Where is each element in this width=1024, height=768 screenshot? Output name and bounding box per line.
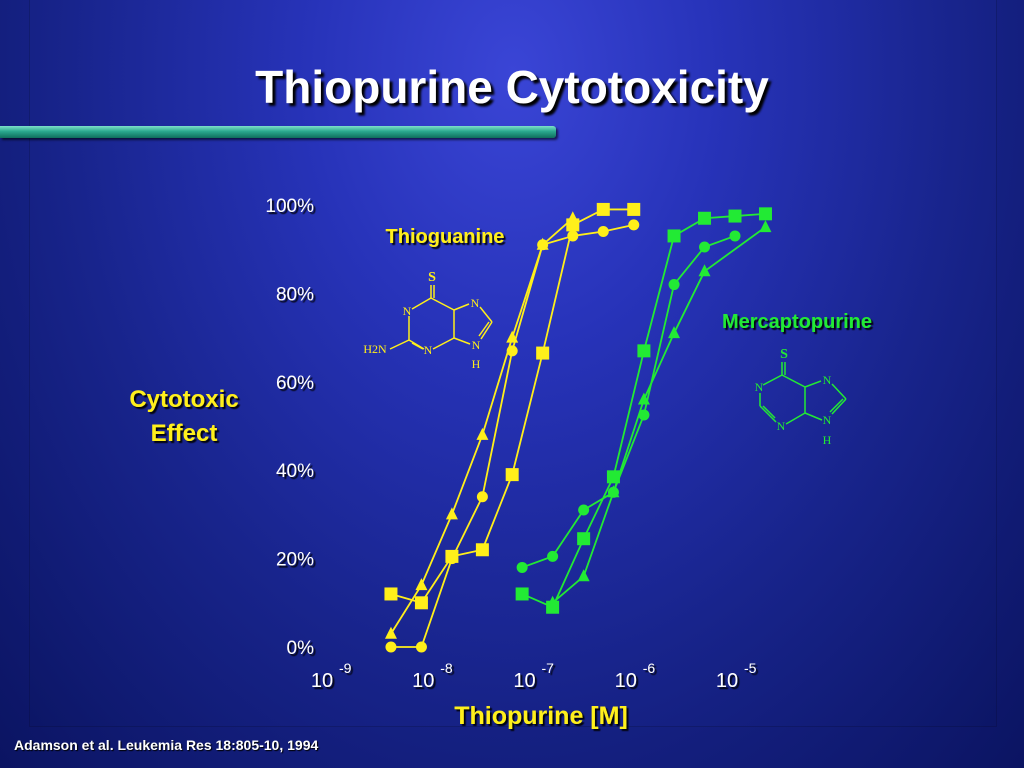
x-tick-exponent: -8 — [440, 660, 453, 676]
x-tick-label: 10 — [412, 670, 434, 692]
x-tick-label: 10 — [615, 670, 637, 692]
citation: Adamson et al. Leukemia Res 18:805-10, 1… — [14, 737, 319, 753]
series-line-thioguanine-circle — [390, 224, 634, 648]
data-point-thioguanine-square — [475, 543, 489, 557]
data-point-mercaptopurine-circle — [578, 504, 590, 516]
x-tick-exponent: -6 — [643, 660, 656, 676]
y-ticks: 0% 20% 40% 60% 80% 100% — [265, 196, 330, 659]
series-line-thioguanine-square — [390, 208, 634, 604]
mercaptopurine-n3: N — [777, 419, 786, 433]
y-tick-label: 20% — [276, 550, 314, 571]
data-point-thioguanine-square — [384, 587, 398, 601]
data-point-mercaptopurine-circle — [668, 279, 680, 291]
data-point-thioguanine-triangle — [445, 507, 458, 520]
mercaptopurine-n9-hydrogen: H — [823, 433, 832, 447]
slide-title: Thiopurine Cytotoxicity — [255, 61, 769, 113]
y-tick-label: 60% — [276, 373, 314, 394]
data-point-mercaptopurine-circle — [516, 561, 528, 573]
thioguanine-n9-hydrogen: H — [472, 357, 481, 371]
data-point-mercaptopurine-circle — [729, 230, 741, 242]
series-line-mercaptopurine-triangle — [552, 226, 767, 604]
mercaptopurine-n7: N — [823, 373, 832, 387]
x-tick-exponent: -7 — [542, 660, 555, 676]
data-point-mercaptopurine-square — [577, 532, 591, 546]
data-point-mercaptopurine-triangle — [698, 264, 711, 277]
data-point-thioguanine-circle — [476, 491, 488, 503]
x-tick-label: 10 — [513, 670, 535, 692]
thioguanine-n9: N — [472, 338, 481, 352]
y-axis-label-line2: Effect — [151, 420, 218, 447]
data-point-mercaptopurine-circle — [547, 550, 559, 562]
series-line-mercaptopurine-circle — [521, 235, 736, 569]
data-point-thioguanine-square — [414, 596, 428, 610]
data-point-mercaptopurine-triangle — [759, 220, 772, 233]
thioguanine-label: Thioguanine — [386, 226, 505, 248]
y-tick-label: 80% — [276, 284, 314, 305]
series-layer — [384, 202, 772, 653]
slide-frame — [30, 0, 996, 726]
mercaptopurine-n9: N — [823, 413, 832, 427]
title-underline — [0, 126, 556, 138]
data-point-thioguanine-circle — [385, 641, 397, 653]
thioguanine-structure — [389, 285, 493, 350]
x-ticks: 10 -9 10 -8 10 -7 10 -6 10 -5 — [311, 647, 797, 692]
data-point-thioguanine-circle — [415, 641, 427, 653]
y-axis-label-line1: Cytotoxic — [129, 386, 238, 413]
data-point-mercaptopurine-circle — [699, 241, 711, 253]
data-point-thioguanine-triangle — [566, 211, 579, 224]
data-point-mercaptopurine-square — [515, 587, 529, 601]
data-point-mercaptopurine-square — [728, 209, 742, 223]
y-tick-label: 100% — [265, 196, 314, 217]
data-point-thioguanine-circle — [628, 219, 640, 231]
data-point-thioguanine-triangle — [476, 427, 489, 440]
data-point-thioguanine-triangle — [506, 330, 519, 343]
mercaptopurine-structure — [759, 362, 847, 425]
thioguanine-sulfur: S — [428, 270, 436, 285]
mercaptopurine-sulfur: S — [780, 347, 788, 362]
data-point-thioguanine-square — [596, 202, 610, 216]
data-point-mercaptopurine-triangle — [668, 326, 681, 339]
thioguanine-n1: N — [403, 304, 412, 318]
data-point-mercaptopurine-circle — [638, 409, 650, 421]
data-point-thioguanine-triangle — [415, 578, 428, 591]
data-point-thioguanine-circle — [446, 553, 458, 565]
data-point-mercaptopurine-square — [698, 211, 712, 225]
data-point-thioguanine-circle — [597, 226, 609, 238]
data-point-thioguanine-triangle — [536, 237, 549, 250]
x-tick-exponent: -9 — [339, 660, 352, 676]
data-point-mercaptopurine-triangle — [577, 569, 590, 582]
data-point-thioguanine-circle — [567, 230, 579, 242]
y-tick-label: 0% — [287, 638, 315, 659]
data-point-mercaptopurine-square — [667, 229, 681, 243]
x-axis-label: Thiopurine [M] — [454, 702, 628, 730]
thioguanine-amine: H2N — [363, 342, 387, 356]
data-point-thioguanine-square — [627, 202, 641, 216]
data-point-thioguanine-square — [505, 468, 519, 482]
data-point-thioguanine-square — [536, 346, 550, 360]
mercaptopurine-n1: N — [755, 380, 764, 394]
data-point-mercaptopurine-triangle — [607, 485, 620, 498]
x-tick-exponent: -5 — [744, 660, 757, 676]
series-line-thioguanine-triangle — [390, 217, 574, 635]
data-point-mercaptopurine-square — [758, 207, 772, 221]
x-tick-label: 10 — [311, 670, 333, 692]
mercaptopurine-label: Mercaptopurine — [722, 311, 872, 333]
thioguanine-n3: N — [424, 343, 433, 357]
thioguanine-n7: N — [471, 296, 480, 310]
data-point-mercaptopurine-square — [637, 344, 651, 358]
y-tick-label: 40% — [276, 461, 314, 482]
data-point-mercaptopurine-triangle — [546, 595, 559, 608]
data-point-thioguanine-triangle — [384, 626, 397, 639]
data-point-mercaptopurine-triangle — [637, 392, 650, 405]
x-tick-label: 10 — [716, 670, 738, 692]
